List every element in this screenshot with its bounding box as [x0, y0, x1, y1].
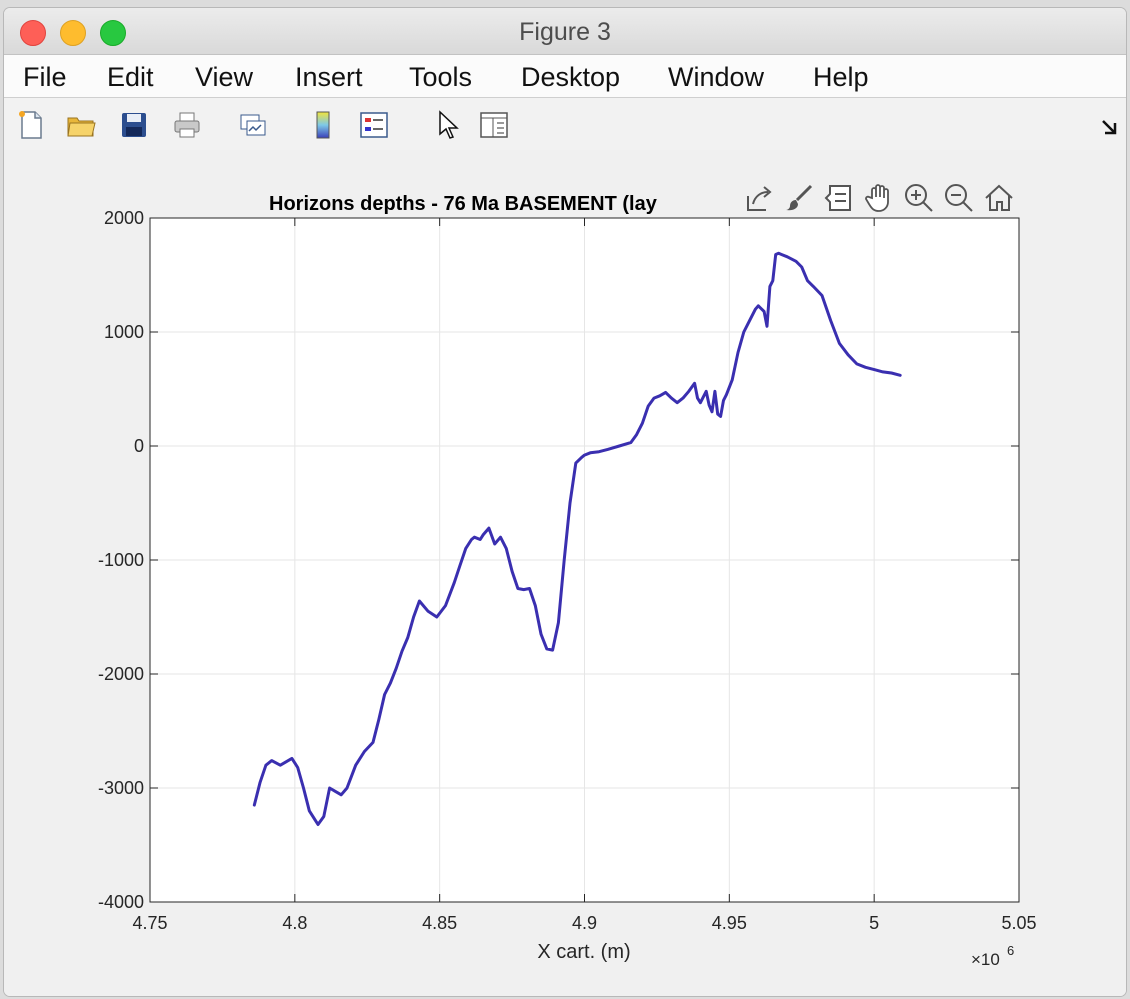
x-tick-label: 4.75 — [132, 913, 167, 933]
chart-title: Horizons depths - 76 Ma BASEMENT (lay — [269, 193, 658, 215]
x-tick-label: 5 — [869, 913, 879, 933]
y-tick-label: -1000 — [98, 550, 144, 570]
y-tick-label: -2000 — [98, 664, 144, 684]
x-axis-label: X cart. (m) — [537, 941, 630, 963]
axes-toolbar — [742, 180, 1016, 220]
print-icon[interactable] — [170, 108, 204, 142]
x-tick-label: 4.8 — [282, 913, 307, 933]
menu-insert[interactable]: Insert — [295, 62, 363, 92]
home-icon[interactable] — [982, 180, 1016, 216]
legend-icon[interactable] — [357, 108, 391, 142]
pan-hand-icon[interactable] — [862, 180, 896, 216]
dock-arrow-icon[interactable] — [1094, 110, 1126, 144]
y-tick-label: -4000 — [98, 892, 144, 912]
new-figure-icon[interactable] — [14, 108, 48, 142]
menu-help[interactable]: Help — [813, 62, 869, 92]
menu-bar: File Edit View Insert Tools Desktop Wind… — [4, 55, 1126, 98]
menu-file[interactable]: File — [23, 62, 67, 92]
x-tick-label: 4.95 — [712, 913, 747, 933]
menu-view[interactable]: View — [195, 62, 254, 92]
zoom-in-icon[interactable] — [902, 180, 936, 216]
menu-tools[interactable]: Tools — [409, 62, 473, 92]
menu-edit[interactable]: Edit — [107, 62, 154, 92]
figure-toolbar — [4, 98, 1126, 151]
y-tick-labels: 2000 1000 0 -1000 -2000 -3000 -4000 — [98, 208, 144, 912]
x-tick-label: 4.85 — [422, 913, 457, 933]
figure-window: Figure 3 File Edit View Insert Tools Des… — [4, 8, 1126, 996]
export-icon[interactable] — [742, 180, 776, 216]
save-icon[interactable] — [117, 108, 151, 142]
tick-marks — [149, 217, 1020, 903]
property-inspector-icon[interactable] — [477, 108, 511, 142]
x-tick-labels: 4.75 4.8 4.85 4.9 4.95 5 5.05 — [132, 913, 1036, 933]
plot-svg: 4.75 4.8 4.85 4.9 4.95 5 5.05 2000 1000 0 -1000 -2… — [98, 193, 1037, 969]
x-tick-label: 4.9 — [572, 913, 597, 933]
close-button[interactable] — [20, 20, 46, 46]
zoom-window-button[interactable] — [100, 20, 126, 46]
brush-icon[interactable] — [782, 180, 816, 216]
y-tick-label: 2000 — [104, 208, 144, 228]
link-plot-icon[interactable] — [236, 108, 270, 142]
y-tick-label: 1000 — [104, 322, 144, 342]
series-line — [252, 251, 902, 826]
colorbar-icon[interactable] — [306, 108, 340, 142]
y-tick-label: -3000 — [98, 778, 144, 798]
title-bar[interactable]: Figure 3 — [4, 8, 1126, 55]
x-exponent-base: ×10 — [971, 950, 1000, 969]
x-exponent-power: 6 — [1007, 943, 1014, 958]
series-layer — [252, 251, 902, 826]
minimize-button[interactable] — [60, 20, 86, 46]
menu-window[interactable]: Window — [668, 62, 765, 92]
zoom-out-icon[interactable] — [942, 180, 976, 216]
y-tick-label: 0 — [134, 436, 144, 456]
menu-desktop[interactable]: Desktop — [521, 62, 621, 92]
data-tips-icon[interactable] — [822, 180, 856, 216]
figure-canvas: 4.75 4.8 4.85 4.9 4.95 5 5.05 2000 1000 0 -1000 -2… — [4, 150, 1126, 996]
open-file-icon[interactable] — [64, 108, 98, 142]
x-tick-label: 5.05 — [1001, 913, 1036, 933]
pointer-icon[interactable] — [429, 108, 463, 142]
window-title: Figure 3 — [519, 18, 611, 46]
